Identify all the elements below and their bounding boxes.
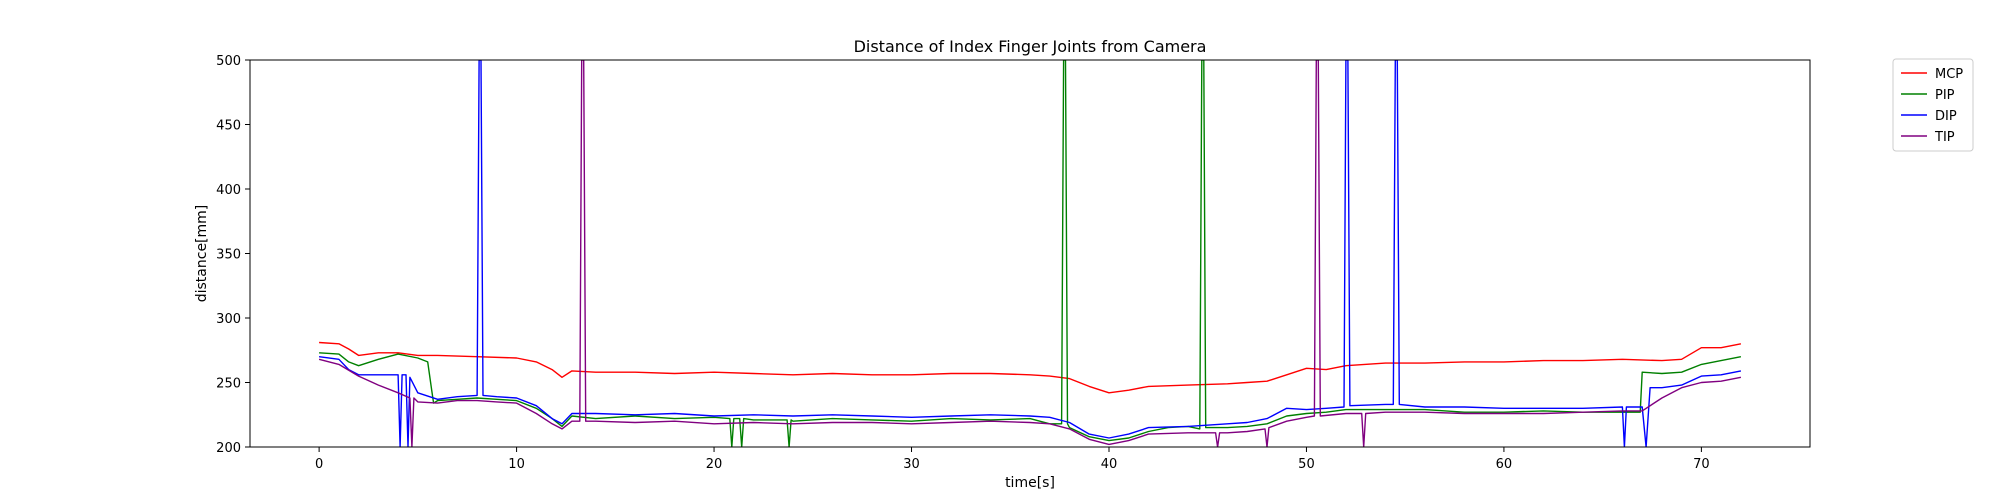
legend-label-mcp: MCP (1935, 67, 1963, 82)
y-tick-label: 200 (216, 441, 241, 456)
y-tick-label: 350 (216, 248, 241, 263)
y-tick-label: 450 (216, 119, 241, 134)
x-tick-label: 10 (508, 457, 525, 472)
legend-label-dip: DIP (1935, 109, 1957, 124)
legend-label-tip: TIP (1934, 130, 1955, 145)
series-line-pip (319, 60, 1742, 447)
y-tick-label: 250 (216, 377, 241, 392)
legend: MCP PIP DIP TIP (1892, 58, 1974, 152)
x-tick-label: 30 (903, 457, 920, 472)
series-layer (318, 60, 1742, 447)
series-line-tip (318, 60, 1742, 447)
y-tick-label: 300 (216, 312, 241, 327)
x-axis-ticks: 0 10 20 30 40 50 60 70 (315, 447, 1710, 472)
y-tick-label: 500 (216, 54, 241, 69)
x-tick-label: 0 (315, 457, 323, 472)
y-axis-ticks: 200 250 300 350 400 450 500 (216, 54, 250, 456)
legend-label-pip: PIP (1935, 88, 1955, 103)
x-tick-label: 50 (1298, 457, 1315, 472)
x-tick-label: 60 (1496, 457, 1513, 472)
x-tick-label: 70 (1693, 457, 1710, 472)
x-tick-label: 40 (1101, 457, 1118, 472)
series-line-mcp (319, 341, 1742, 394)
x-axis-label: time[s] (1005, 475, 1055, 491)
chart-title: Distance of Index Finger Joints from Cam… (854, 37, 1207, 56)
x-tick-label: 20 (706, 457, 723, 472)
series-line-dip (319, 60, 1742, 447)
y-tick-label: 400 (216, 183, 241, 198)
y-axis-label: distance[mm] (194, 205, 210, 303)
legend-box (1892, 58, 1974, 152)
